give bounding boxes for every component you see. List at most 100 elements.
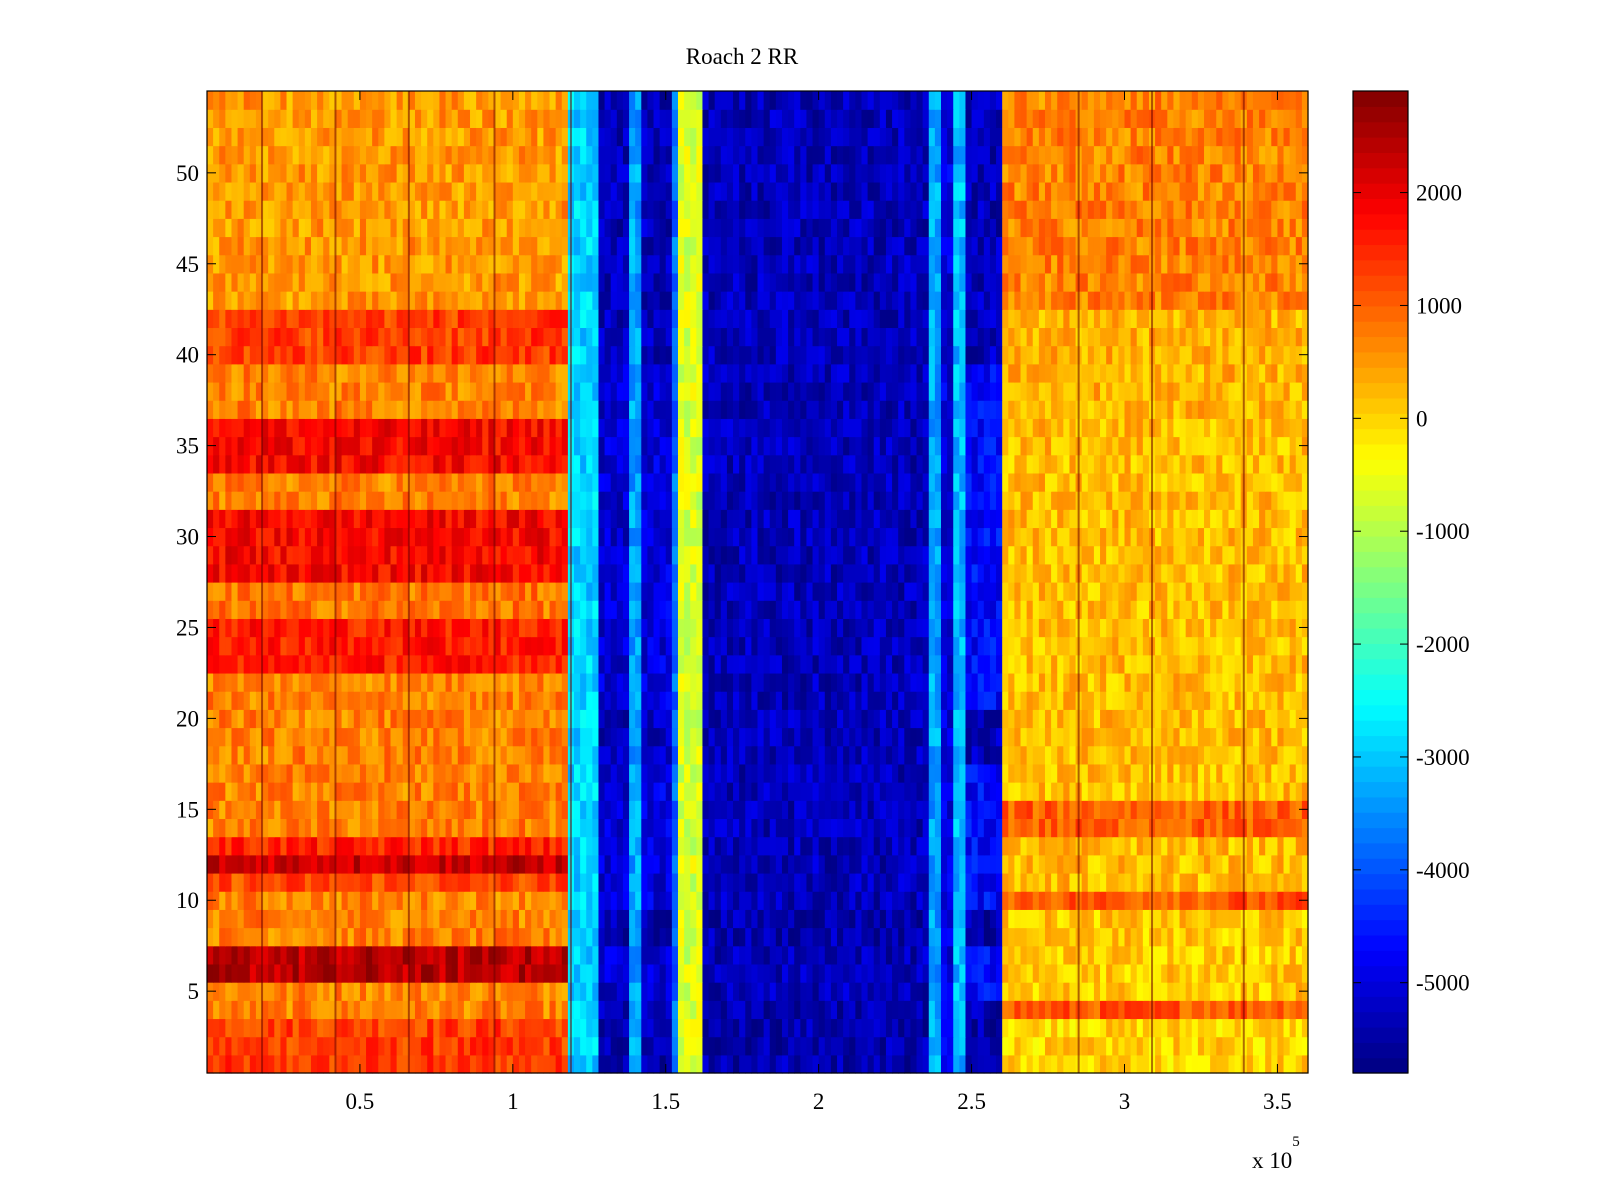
heatmap-cell (482, 836, 489, 856)
heatmap-cell (1228, 800, 1236, 820)
heatmap-cell (1167, 927, 1175, 947)
heatmap-cell (1155, 1000, 1162, 1020)
heatmap-cell (1002, 563, 1009, 583)
heatmap-cell (965, 636, 973, 656)
heatmap-cell (702, 982, 710, 1001)
heatmap-cell (286, 1054, 294, 1074)
heatmap-cell (1167, 909, 1175, 929)
heatmap-cell (1246, 1018, 1254, 1038)
heatmap-cell (959, 800, 967, 820)
heatmap-cell (616, 618, 624, 638)
heatmap-cell (378, 945, 385, 965)
heatmap-cell (1130, 763, 1138, 783)
heatmap-cell (867, 600, 875, 619)
heatmap-cell (1130, 691, 1138, 710)
heatmap-cell (555, 909, 563, 929)
heatmap-cell (794, 1000, 801, 1020)
heatmap-cell (910, 1018, 918, 1038)
heatmap-cell (684, 1036, 691, 1056)
heatmap-cell (249, 636, 257, 656)
heatmap-cell (310, 891, 318, 910)
heatmap-cell (800, 891, 808, 910)
heatmap-cell (751, 563, 759, 583)
heatmap-cell (873, 1018, 881, 1038)
heatmap-cell (671, 836, 679, 856)
heatmap-cell (714, 727, 722, 747)
heatmap-cell (818, 1036, 826, 1056)
heatmap-cell (268, 672, 275, 692)
heatmap-cell (268, 963, 275, 983)
heatmap-cell (892, 582, 899, 601)
heatmap-cell (806, 982, 814, 1001)
heatmap-cell (1161, 709, 1168, 729)
heatmap-cell (757, 854, 765, 874)
heatmap-cell (1093, 909, 1101, 929)
heatmap-cell (629, 982, 636, 1001)
heatmap-cell (794, 582, 801, 601)
heatmap-cell (1020, 763, 1028, 783)
heatmap-cell (470, 1054, 477, 1074)
heatmap-cell (775, 927, 783, 947)
heatmap-cell (292, 1000, 300, 1020)
heatmap-cell (512, 1000, 520, 1020)
heatmap-cell (1069, 891, 1077, 910)
heatmap-cell (543, 636, 551, 656)
heatmap-cell (384, 727, 392, 747)
heatmap-cell (1185, 818, 1193, 838)
heatmap-cell (1026, 963, 1034, 983)
heatmap-cell (1081, 1018, 1089, 1038)
heatmap-cell (414, 1018, 422, 1038)
heatmap-cell (525, 1054, 532, 1074)
heatmap-cell (971, 891, 979, 910)
heatmap-cell (359, 782, 367, 801)
heatmap-cell (635, 945, 642, 965)
heatmap-cell (1008, 872, 1015, 892)
heatmap-cell (733, 582, 740, 601)
heatmap-cell (1210, 818, 1217, 838)
heatmap-cell (873, 927, 881, 947)
heatmap-cell (592, 745, 600, 765)
heatmap-cell (1204, 709, 1211, 729)
heatmap-cell (947, 672, 954, 692)
heatmap-cell (1289, 709, 1297, 729)
heatmap-cell (225, 836, 233, 856)
heatmap-cell (769, 891, 777, 910)
heatmap-cell (286, 691, 294, 710)
heatmap-cell (1295, 945, 1303, 965)
heatmap-cell (977, 909, 985, 929)
heatmap-cell (971, 745, 979, 765)
heatmap-cell (1026, 854, 1034, 874)
heatmap-cell (347, 618, 355, 638)
heatmap-cell (243, 927, 251, 947)
heatmap-cell (635, 709, 642, 729)
heatmap-cell (219, 872, 226, 892)
heatmap-cell (806, 563, 814, 583)
heatmap-cell (298, 763, 306, 783)
heatmap-cell (1228, 672, 1236, 692)
heatmap-cell (574, 1054, 581, 1074)
heatmap-cell (720, 654, 728, 674)
heatmap-cell (1044, 582, 1052, 601)
heatmap-cell (665, 818, 673, 838)
heatmap-cell (1197, 963, 1205, 983)
heatmap-cell (1069, 672, 1077, 692)
heatmap-cell (433, 1036, 441, 1056)
heatmap-cell (1222, 727, 1230, 747)
heatmap-cell (714, 1000, 722, 1020)
heatmap-cell (310, 782, 318, 801)
heatmap-cell (323, 1018, 330, 1038)
heatmap-cell (885, 691, 893, 710)
heatmap-cell (574, 563, 581, 583)
heatmap-cell (494, 927, 502, 947)
heatmap-cell (604, 945, 612, 965)
heatmap-cell (1142, 654, 1150, 674)
heatmap-cell (1167, 1036, 1175, 1056)
heatmap-cell (867, 963, 875, 983)
heatmap-cell (1265, 963, 1272, 983)
heatmap-cell (255, 709, 263, 729)
heatmap-cell (879, 618, 887, 638)
heatmap-cell (812, 654, 820, 674)
heatmap-cell (1032, 945, 1040, 965)
heatmap-cell (1100, 1036, 1107, 1056)
heatmap-cell (1100, 763, 1107, 783)
